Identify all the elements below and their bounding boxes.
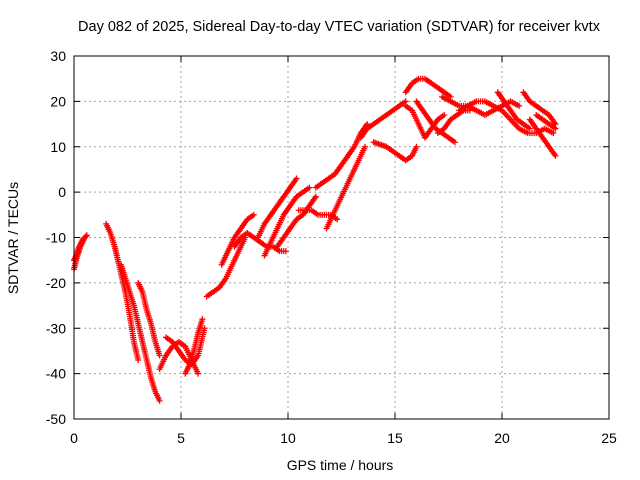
series-arc3 bbox=[103, 220, 142, 364]
chart-title: Day 082 of 2025, Sidereal Day-to-day VTE… bbox=[78, 19, 601, 35]
y-tick-label: 10 bbox=[50, 139, 66, 155]
series-arc14 bbox=[274, 193, 319, 250]
data-point bbox=[250, 211, 257, 218]
series-arc4 bbox=[118, 261, 163, 404]
data-point bbox=[199, 316, 206, 323]
series-arc26 bbox=[494, 89, 533, 132]
data-point bbox=[552, 125, 559, 132]
x-tick-label: 20 bbox=[494, 430, 510, 446]
data-point bbox=[362, 143, 369, 150]
series-arc13 bbox=[261, 184, 313, 259]
data-point bbox=[201, 325, 208, 332]
y-tick-label: -40 bbox=[46, 366, 66, 382]
x-axis-label: GPS time / hours bbox=[287, 457, 394, 473]
data-point bbox=[80, 235, 87, 242]
series-arc25 bbox=[456, 98, 523, 118]
series-arc9 bbox=[203, 234, 249, 300]
data-point bbox=[195, 370, 202, 377]
series-arc20 bbox=[402, 75, 454, 100]
series-arc23 bbox=[434, 107, 473, 137]
data-point bbox=[441, 111, 448, 118]
x-tick-label: 25 bbox=[601, 430, 617, 446]
x-tick-label: 0 bbox=[70, 430, 78, 446]
y-tick-label: -10 bbox=[46, 230, 66, 246]
data-point bbox=[451, 139, 458, 146]
data-point bbox=[156, 397, 163, 404]
y-tick-label: -50 bbox=[46, 411, 66, 427]
data-point bbox=[81, 234, 88, 241]
data-point bbox=[282, 248, 289, 255]
data-point bbox=[552, 152, 559, 159]
y-tick-label: 30 bbox=[50, 48, 66, 64]
data-point bbox=[516, 102, 523, 109]
series-arc28 bbox=[520, 89, 559, 128]
x-tick-label: 5 bbox=[177, 430, 185, 446]
series-arc19 bbox=[370, 139, 420, 164]
data-point bbox=[312, 193, 319, 200]
series-arc18 bbox=[357, 98, 409, 141]
series-arc22 bbox=[413, 98, 458, 146]
data-point bbox=[413, 143, 420, 150]
series-arc21 bbox=[402, 102, 448, 141]
data-point bbox=[550, 130, 557, 137]
series-arc17 bbox=[323, 143, 369, 232]
x-tick-label: 15 bbox=[387, 430, 403, 446]
y-tick-label: -30 bbox=[46, 320, 66, 336]
series-arc8 bbox=[182, 316, 206, 377]
series-arc5 bbox=[135, 279, 163, 359]
y-tick-label: -20 bbox=[46, 275, 66, 291]
series-arc29 bbox=[526, 116, 559, 159]
data-point bbox=[334, 216, 341, 223]
x-tick-label: 10 bbox=[280, 430, 296, 446]
data-point bbox=[306, 184, 313, 191]
data-point bbox=[135, 357, 142, 364]
series-arc12 bbox=[255, 175, 300, 241]
grid-lines bbox=[74, 56, 609, 419]
data-point bbox=[293, 175, 300, 182]
series-arc30 bbox=[533, 111, 559, 132]
data-points bbox=[71, 75, 559, 404]
y-tick-label: 20 bbox=[50, 93, 66, 109]
y-tick-label: 0 bbox=[58, 184, 66, 200]
y-axis-label: SDTVAR / TECUs bbox=[5, 182, 21, 294]
x-tick-labels: 0 5 10 15 20 25 bbox=[70, 430, 617, 446]
series-arc11 bbox=[231, 229, 289, 255]
data-point bbox=[156, 352, 163, 359]
y-tick-labels: -50 -40 -30 -20 -10 0 10 20 30 bbox=[46, 48, 66, 427]
axis-ticks bbox=[73, 55, 610, 420]
